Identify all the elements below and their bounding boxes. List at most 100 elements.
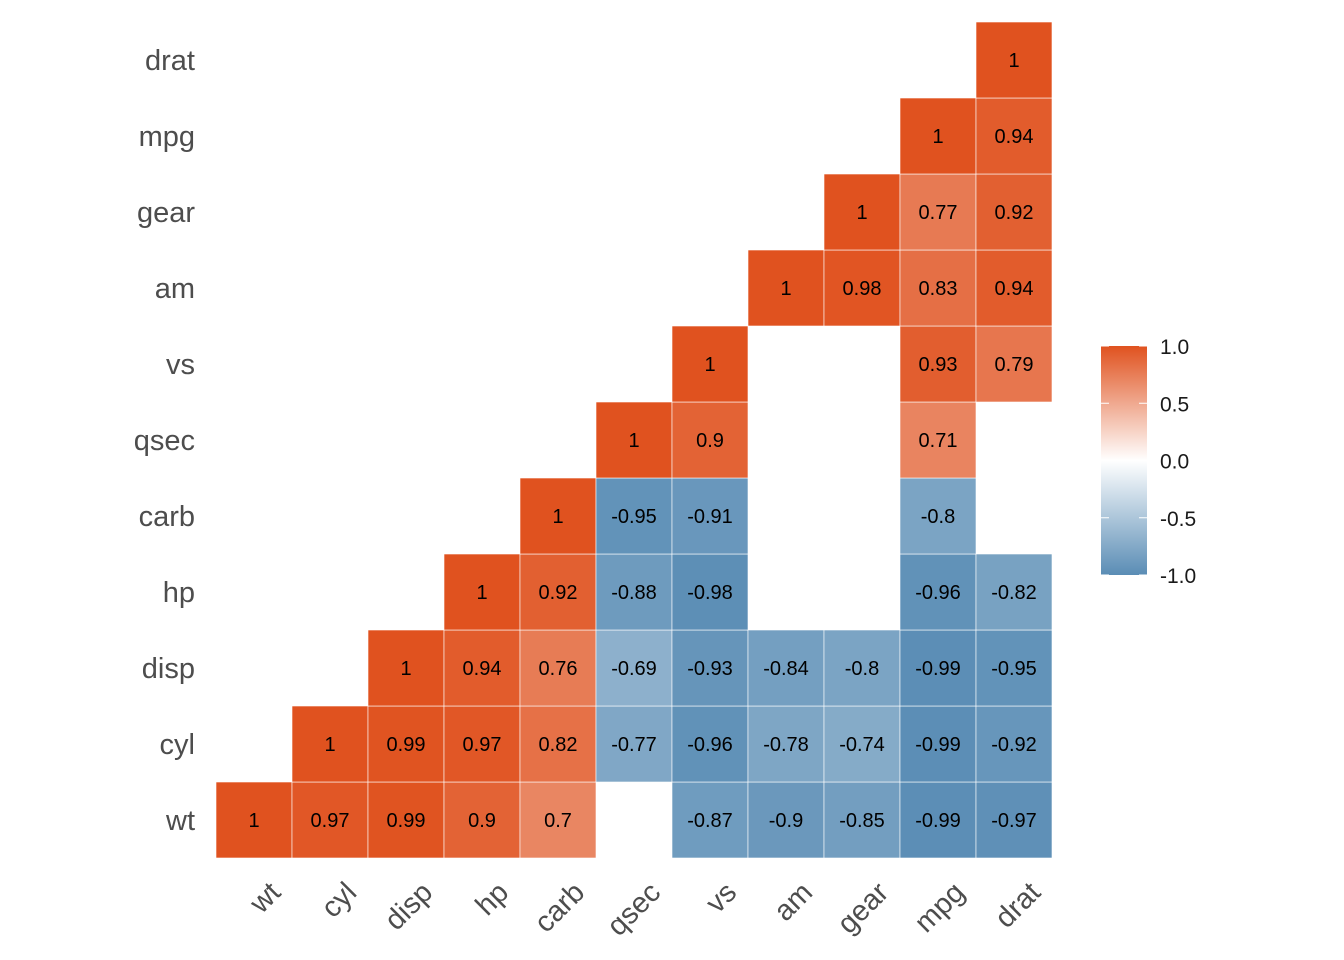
cell-value-label: 0.94 bbox=[995, 278, 1034, 300]
y-tick-label-cyl: cyl bbox=[160, 729, 195, 761]
legend-break-label: 0.5 bbox=[1160, 393, 1189, 416]
heatmap-cell-disp-vs bbox=[671, 629, 749, 707]
heatmap-cell-hp-mpg bbox=[899, 553, 977, 631]
heatmap-cell-wt-wt bbox=[215, 781, 293, 859]
cell-value-label: 0.9 bbox=[696, 430, 724, 452]
cell-value-label: 0.76 bbox=[539, 658, 578, 680]
cell-value-label: -0.84 bbox=[763, 658, 809, 680]
y-tick-label-hp: hp bbox=[163, 577, 195, 609]
heatmap-cell-qsec-qsec bbox=[595, 401, 673, 479]
cell-value-label: -0.74 bbox=[839, 734, 885, 756]
y-tick-label-vs: vs bbox=[166, 349, 195, 381]
color-legend: 1.0 0.5 0.0 -0.5 -1.0 bbox=[1101, 336, 1196, 588]
cell-value-label: 0.99 bbox=[387, 810, 426, 832]
heatmap-cell-disp-carb bbox=[519, 629, 597, 707]
x-axis-labels: wt cyl disp hp carb qsec vs am gear mpg drat bbox=[243, 876, 1047, 942]
cell-value-label: 1 bbox=[324, 734, 335, 756]
cell-value-label: 0.83 bbox=[919, 278, 958, 300]
x-tick-label-wt: wt bbox=[243, 876, 287, 920]
cell-value-label: -0.96 bbox=[687, 734, 733, 756]
cell-value-label: 1 bbox=[248, 810, 259, 832]
cell-value-label: -0.77 bbox=[611, 734, 657, 756]
cell-value-label: -0.93 bbox=[687, 658, 733, 680]
heatmap-cell-wt-drat bbox=[975, 781, 1053, 859]
heatmap-cell-cyl-drat bbox=[975, 705, 1053, 783]
cell-value-label: -0.95 bbox=[991, 658, 1037, 680]
heatmap-cell-qsec-vs bbox=[671, 401, 749, 479]
heatmap-cell-disp-gear bbox=[823, 629, 901, 707]
cell-value-label: -0.69 bbox=[611, 658, 657, 680]
cell-value-label: 0.93 bbox=[919, 354, 958, 376]
y-tick-label-qsec: qsec bbox=[134, 425, 195, 457]
cell-value-label: 0.82 bbox=[539, 734, 578, 756]
heatmap-cell-cyl-am bbox=[747, 705, 825, 783]
cell-value-label: -0.96 bbox=[915, 582, 961, 604]
heatmap-cell-wt-vs bbox=[671, 781, 749, 859]
x-tick-label-am: am bbox=[768, 876, 819, 927]
cell-value-label: 1 bbox=[780, 278, 791, 300]
cell-value-label: 0.97 bbox=[311, 810, 350, 832]
heatmap-cell-vs-drat bbox=[975, 325, 1053, 403]
cell-value-label: -0.97 bbox=[991, 810, 1037, 832]
heatmap-cell-disp-mpg bbox=[899, 629, 977, 707]
legend-break-label: 0.0 bbox=[1160, 451, 1189, 474]
cell-value-label: -0.8 bbox=[845, 658, 879, 680]
cell-value-label: -0.9 bbox=[769, 810, 803, 832]
cell-value-label: -0.92 bbox=[991, 734, 1037, 756]
cell-value-label: -0.85 bbox=[839, 810, 885, 832]
cell-value-label: 1 bbox=[628, 430, 639, 452]
heatmap-cell-drat-drat bbox=[975, 21, 1053, 99]
cell-value-label: 1 bbox=[400, 658, 411, 680]
heatmap-cell-carb-carb bbox=[519, 477, 597, 555]
x-tick-label-cyl: cyl bbox=[315, 876, 363, 924]
heatmap-cell-carb-qsec bbox=[595, 477, 673, 555]
cell-value-label: 1 bbox=[856, 202, 867, 224]
legend-break-label: -0.5 bbox=[1160, 508, 1196, 531]
cell-value-label: -0.91 bbox=[687, 506, 733, 528]
cell-value-label: -0.99 bbox=[915, 658, 961, 680]
cell-value-label: 1 bbox=[552, 506, 563, 528]
heatmap-cell-am-drat bbox=[975, 249, 1053, 327]
cell-value-label: -0.82 bbox=[991, 582, 1037, 604]
y-tick-label-disp: disp bbox=[142, 653, 195, 685]
cell-value-label: -0.8 bbox=[921, 506, 955, 528]
legend-break-label: 1.0 bbox=[1160, 336, 1189, 359]
heatmap-cell-cyl-hp bbox=[443, 705, 521, 783]
x-tick-label-qsec: qsec bbox=[601, 876, 667, 942]
heatmap-cell-cyl-mpg bbox=[899, 705, 977, 783]
y-tick-label-am: am bbox=[155, 273, 195, 305]
x-tick-label-mpg: mpg bbox=[909, 876, 972, 939]
cell-value-label: -0.95 bbox=[611, 506, 657, 528]
heatmap-cell-vs-vs bbox=[671, 325, 749, 403]
heatmap-cell-cyl-disp bbox=[367, 705, 445, 783]
heatmap-cell-gear-drat bbox=[975, 173, 1053, 251]
cell-value-label: 0.98 bbox=[843, 278, 882, 300]
heatmap-cell-cyl-qsec bbox=[595, 705, 673, 783]
x-tick-label-carb: carb bbox=[529, 876, 592, 939]
y-tick-label-mpg: mpg bbox=[139, 121, 195, 153]
heatmap-cell-qsec-mpg bbox=[899, 401, 977, 479]
heatmap-cell-mpg-mpg bbox=[899, 97, 977, 175]
cell-value-label: -0.88 bbox=[611, 582, 657, 604]
cell-value-label: 0.71 bbox=[919, 430, 958, 452]
cell-value-label: -0.87 bbox=[687, 810, 733, 832]
y-tick-label-carb: carb bbox=[139, 501, 195, 533]
cell-value-label: 1 bbox=[704, 354, 715, 376]
heatmap-cell-hp-drat bbox=[975, 553, 1053, 631]
x-tick-label-disp: disp bbox=[379, 876, 439, 936]
heatmap-cell-am-gear bbox=[823, 249, 901, 327]
heatmap-cell-wt-mpg bbox=[899, 781, 977, 859]
x-tick-label-gear: gear bbox=[831, 876, 895, 940]
x-tick-label-vs: vs bbox=[700, 876, 743, 919]
x-tick-label-drat: drat bbox=[989, 876, 1047, 934]
cell-value-label: -0.99 bbox=[915, 734, 961, 756]
heatmap-cell-wt-am bbox=[747, 781, 825, 859]
cell-value-label: 0.94 bbox=[995, 126, 1034, 148]
cell-value-label: 1 bbox=[1008, 50, 1019, 72]
heatmap-cell-hp-vs bbox=[671, 553, 749, 631]
cell-value-label: 0.77 bbox=[919, 202, 958, 224]
heatmap-cell-wt-carb bbox=[519, 781, 597, 859]
heatmap-cell-disp-drat bbox=[975, 629, 1053, 707]
y-tick-label-gear: gear bbox=[137, 197, 195, 229]
